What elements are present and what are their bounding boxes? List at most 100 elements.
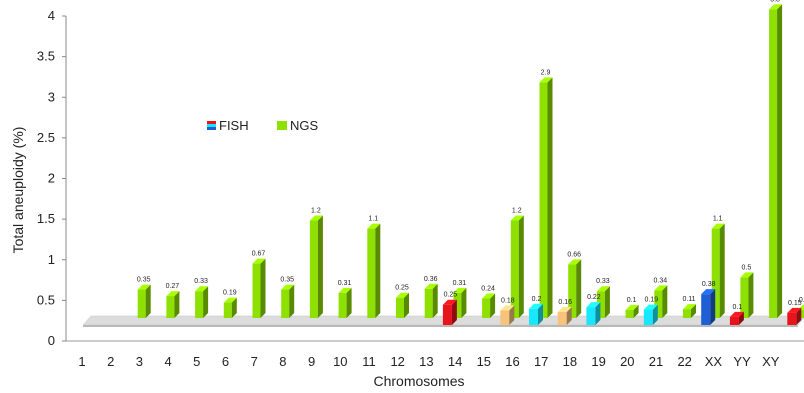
ngs-bar (137, 284, 151, 318)
x-tick-label: 20 (620, 354, 634, 369)
ngs-bar-top (424, 283, 438, 289)
ngs-bar-front (338, 292, 347, 318)
ngs-bar-front (424, 288, 433, 318)
ngs-bar-side (777, 4, 783, 318)
ngs-bar-front (625, 309, 634, 318)
ngs-bar-top (568, 259, 582, 265)
ngs-bar (424, 283, 438, 318)
x-tick-label: 8 (279, 354, 286, 369)
x-tick-label: 1 (78, 354, 85, 369)
fish-bar-top (729, 311, 744, 317)
fish-bar-side (710, 289, 716, 325)
y-tick-label: 0.5 (37, 292, 55, 307)
ngs-bar (769, 4, 783, 318)
ngs-bar-side (375, 223, 381, 318)
fish-bar-side (451, 299, 457, 325)
ngs-bar-top (482, 293, 496, 299)
ngs-bar-side (432, 283, 438, 318)
x-tick-label: 15 (477, 354, 491, 369)
ngs-data-label: 0.11 (682, 296, 695, 303)
ngs-bar-front (740, 277, 749, 318)
x-tick-label: 5 (193, 354, 200, 369)
ngs-bar-side (461, 287, 467, 318)
ngs-bar-front (309, 220, 318, 318)
ngs-bar (596, 286, 610, 318)
fish-data-label: 0.38 (702, 281, 716, 288)
y-tick-label: 3 (48, 89, 55, 104)
y-tick-label: 4 (48, 8, 55, 23)
ngs-bar-side (346, 287, 352, 318)
x-tick-label: 17 (534, 354, 548, 369)
legend-fish-label: FISH (219, 118, 249, 133)
ngs-bar-top (683, 304, 696, 310)
ngs-bar-top (166, 291, 180, 297)
fish-bar (643, 304, 658, 325)
fish-data-label: 0.19 (644, 297, 658, 304)
ngs-bar-side (518, 215, 524, 318)
fish-bar (586, 302, 601, 325)
x-tick-label: 10 (333, 354, 347, 369)
ngs-bar (338, 287, 352, 318)
fish-bar-top (557, 307, 572, 312)
fish-bar-top (500, 305, 515, 311)
x-tick-label: 3 (136, 354, 143, 369)
ngs-bar (654, 285, 668, 318)
ngs-bar-side (260, 258, 266, 318)
ngs-bar (223, 297, 237, 318)
ngs-bar-front (252, 263, 261, 318)
fish-bar-side (796, 307, 802, 325)
fish-bar-side (738, 311, 744, 325)
ngs-bar-front (568, 264, 577, 318)
ngs-data-label: 0.1 (799, 297, 804, 304)
fish-data-label: 0.1 (733, 304, 743, 311)
x-tick-label: 2 (107, 354, 114, 369)
y-tick-label: 0 (48, 333, 55, 348)
ngs-bar-front (510, 220, 519, 318)
x-tick-label: XY (762, 354, 780, 369)
fish-bar-top (442, 299, 457, 305)
ngs-bar-front (223, 302, 232, 318)
legend-ngs-swatch (277, 121, 287, 130)
x-tick-label: 11 (362, 354, 376, 369)
ngs-bar-side (174, 291, 180, 318)
ngs-data-label: 0.33 (194, 278, 208, 285)
ngs-bar-side (748, 272, 754, 318)
ngs-data-label: 1.2 (512, 208, 522, 215)
fish-bar (529, 303, 543, 325)
fish-bar-top (787, 307, 802, 313)
ngs-bar-front (396, 297, 404, 318)
axes-layer: 00.511.522.533.541 2 3 4 5 6 7 8 9 10 11 12 13 14 15 16… (37, 8, 804, 369)
ngs-bar (510, 215, 524, 318)
ngs-data-label: 0.19 (223, 290, 237, 297)
ngs-data-label: 1.2 (311, 208, 321, 215)
fish-bar (729, 311, 744, 325)
ngs-bar-top (510, 215, 524, 221)
ngs-bar-side (576, 259, 582, 318)
fish-bar (787, 307, 802, 325)
ngs-bar-side (719, 223, 725, 318)
ngs-data-label: 2.9 (541, 69, 551, 76)
fish-bar-top (529, 303, 543, 309)
fish-bar-side (509, 305, 515, 325)
ngs-bar-side (317, 215, 323, 318)
fish-bar-side (652, 304, 658, 325)
fish-data-label: 0.22 (587, 294, 601, 301)
ngs-data-label: 0.31 (453, 280, 467, 287)
x-tick-label: 12 (390, 354, 404, 369)
fish-bar-front (529, 308, 538, 325)
y-tick-label: 1 (48, 252, 55, 267)
fish-bar (557, 307, 572, 325)
ngs-bar-side (604, 286, 610, 318)
ngs-bar-side (404, 292, 409, 318)
ngs-bar-top (396, 292, 409, 298)
y-tick-label: 2.5 (37, 130, 55, 145)
ngs-data-label: 0.66 (567, 251, 581, 258)
ngs-bar-front (195, 291, 204, 318)
fish-bar-front (787, 312, 797, 325)
x-tick-label: 6 (222, 354, 229, 369)
fish-bar-top (643, 304, 658, 310)
x-tick-label: 18 (563, 354, 577, 369)
x-tick-label: 14 (448, 354, 462, 369)
fish-data-label: 0.25 (444, 292, 458, 299)
